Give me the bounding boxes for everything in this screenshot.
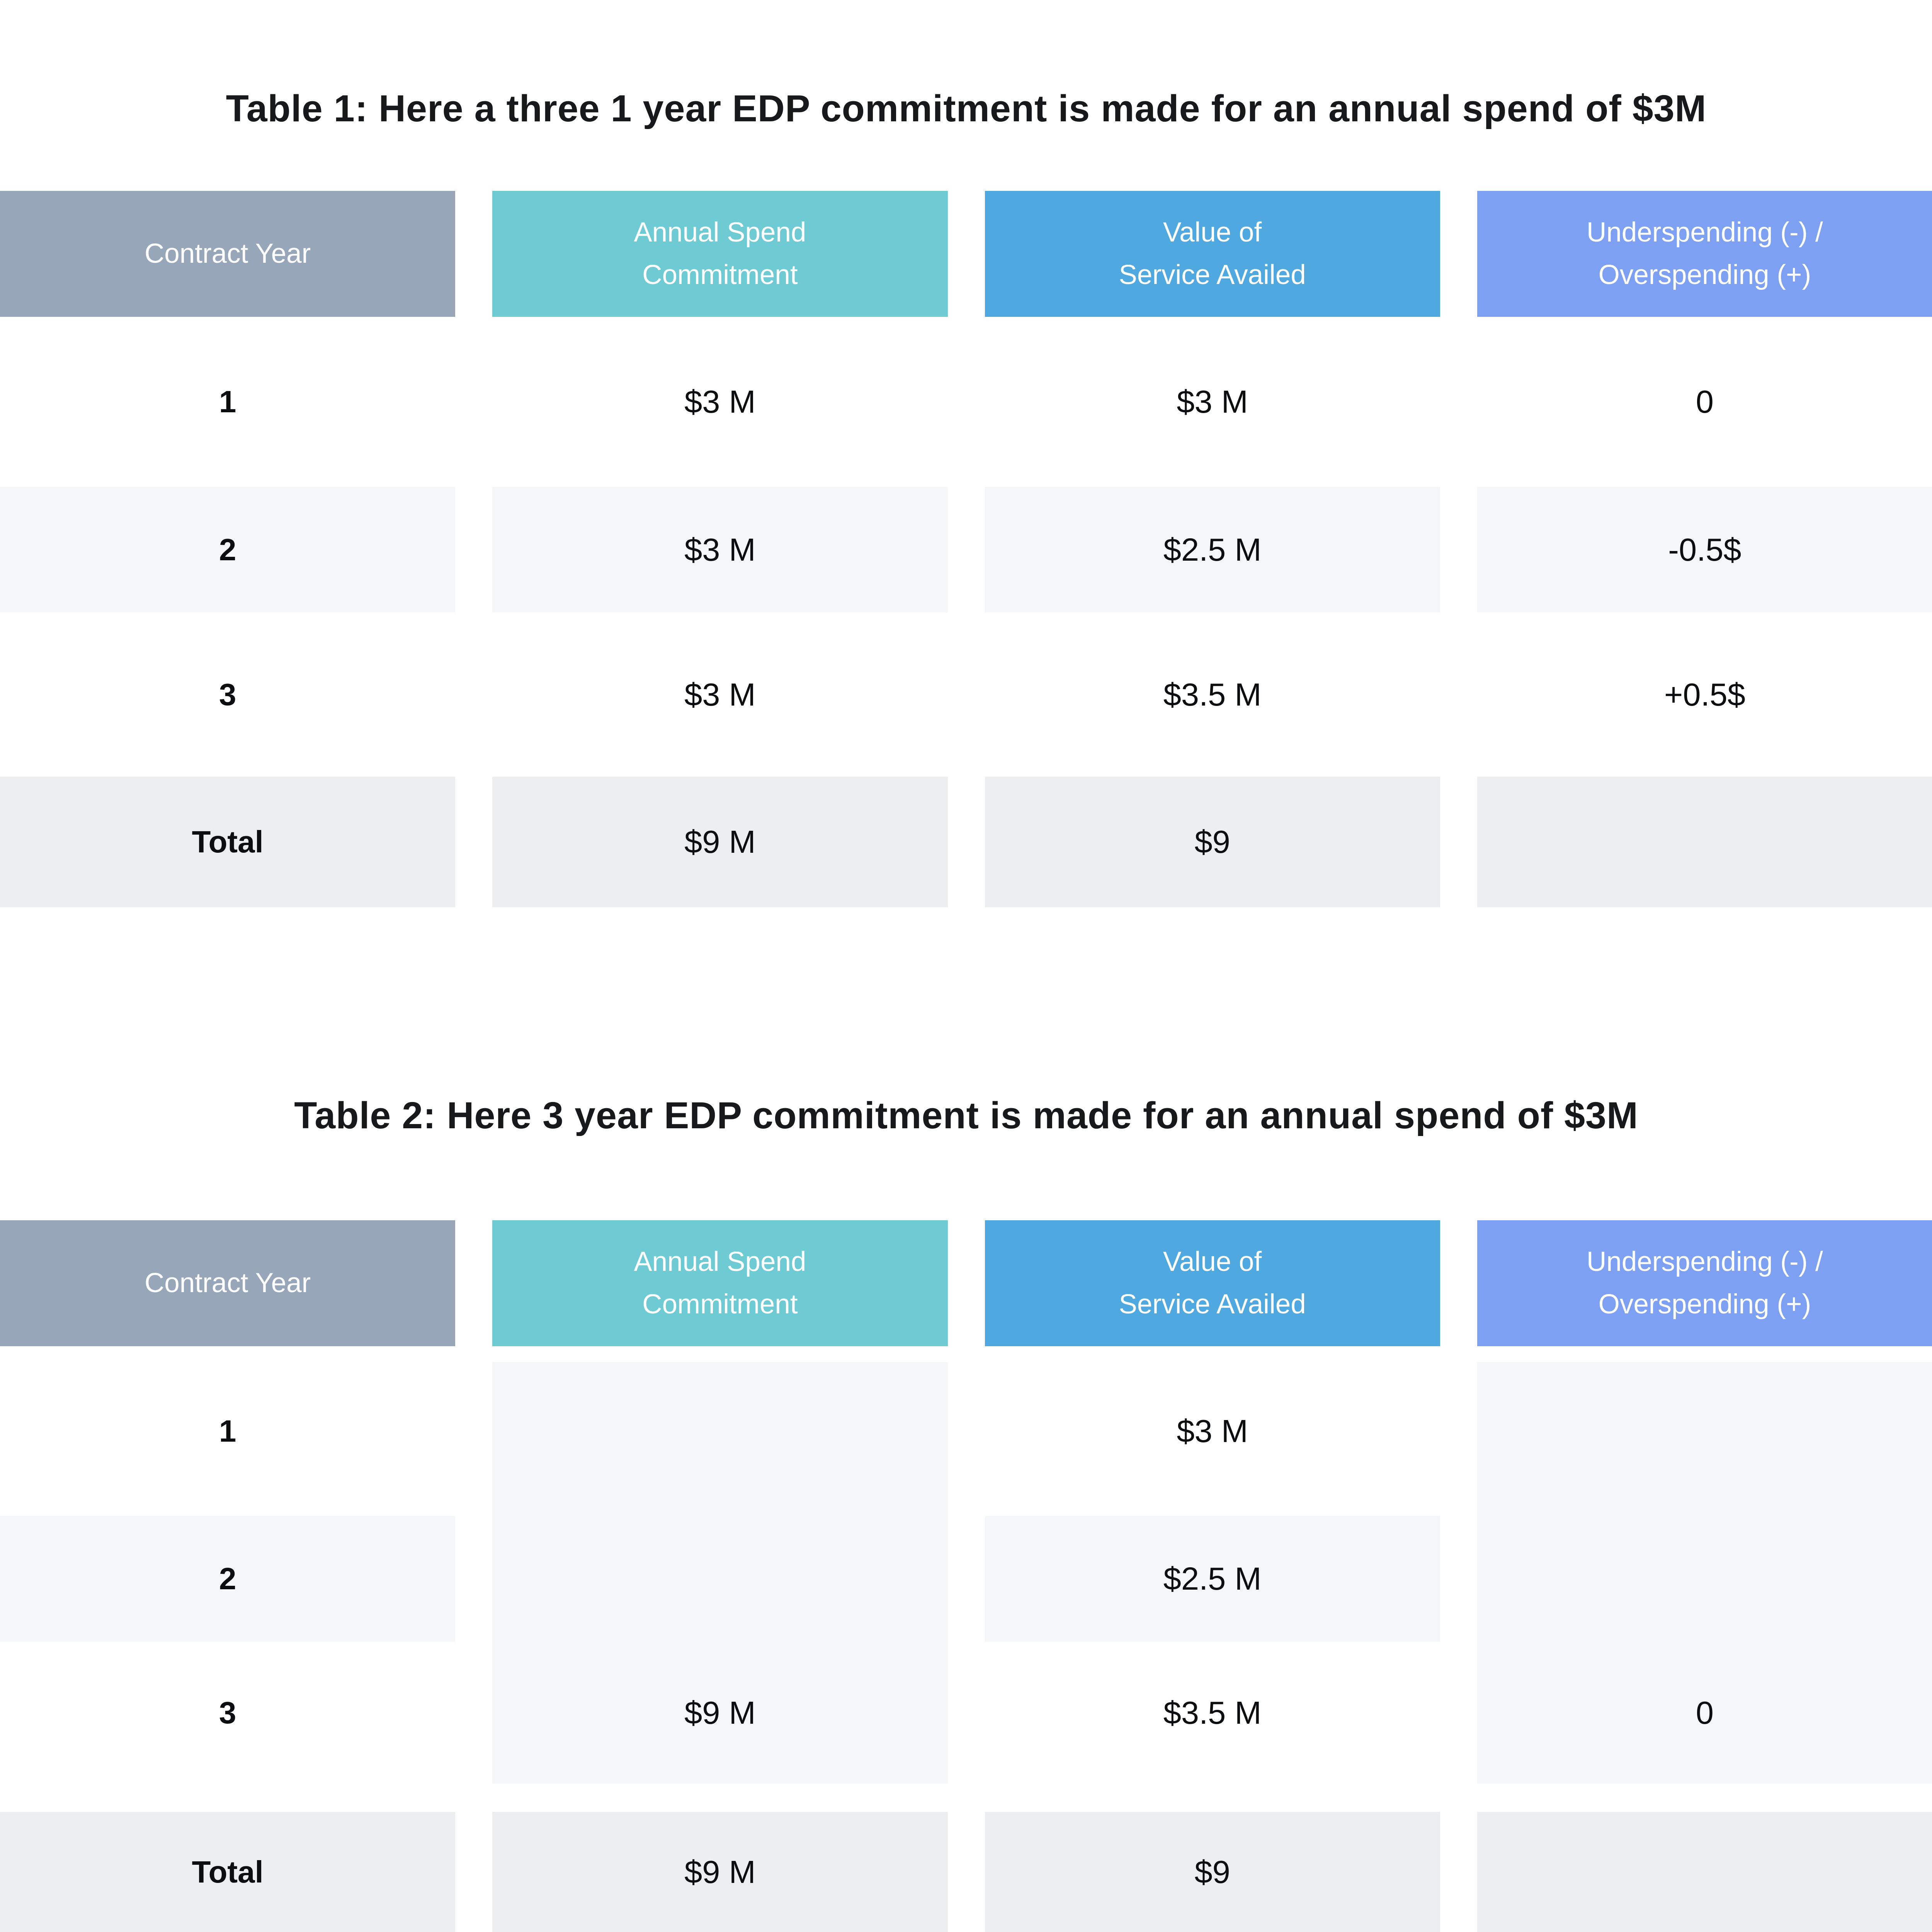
t1-total-commitment: $9 M bbox=[492, 777, 948, 907]
t2-row3-value: $3.5 M bbox=[1163, 1694, 1262, 1731]
t2-header-value-of-service: Value of Service Availed bbox=[985, 1220, 1440, 1346]
header-line: Overspending (+) bbox=[1598, 260, 1811, 290]
t2-delta-merged-value: 0 bbox=[1696, 1694, 1714, 1731]
t2-row1-year: 1 bbox=[219, 1413, 236, 1448]
t1-header-under-overspending: Underspending (-) / Overspending (+) bbox=[1477, 191, 1932, 317]
t1-total-delta bbox=[1477, 777, 1932, 907]
header-line: Service Availed bbox=[1119, 260, 1306, 290]
t2-commitment-merged-value: $9 M bbox=[684, 1694, 756, 1731]
t1-row1-delta: 0 bbox=[1696, 384, 1714, 420]
header-line: Annual Spend bbox=[634, 217, 806, 248]
t1-row2-value: $2.5 M bbox=[985, 487, 1440, 612]
t2-header-annual-spend-commitment: Annual Spend Commitment bbox=[492, 1220, 948, 1346]
t2-total-delta bbox=[1477, 1812, 1932, 1932]
header-line: Contract Year bbox=[145, 238, 311, 269]
header-line: Overspending (+) bbox=[1598, 1289, 1811, 1320]
t1-row1-year: 1 bbox=[219, 384, 236, 419]
t1-row3-year: 3 bbox=[219, 677, 236, 712]
t1-row3-delta: +0.5$ bbox=[1664, 676, 1745, 713]
header-line: Underspending (-) / bbox=[1587, 1247, 1823, 1277]
t1-row2-year: 2 bbox=[0, 487, 456, 612]
t1-row2-commitment: $3 M bbox=[492, 487, 948, 612]
t2-delta-merged-cell: 0 bbox=[1477, 1362, 1932, 1784]
t1-total-value: $9 bbox=[985, 777, 1440, 907]
t2-row1-value: $3 M bbox=[1177, 1413, 1248, 1449]
header-line: Commitment bbox=[642, 1289, 798, 1320]
t2-header-under-overspending: Underspending (-) / Overspending (+) bbox=[1477, 1220, 1932, 1346]
t1-row1-value: $3 M bbox=[1177, 384, 1248, 420]
t2-header-contract-year: Contract Year bbox=[0, 1220, 456, 1346]
t1-row3-commitment: $3 M bbox=[684, 676, 756, 713]
t2-total-value: $9 bbox=[985, 1812, 1440, 1932]
t2-commitment-merged-cell: $9 M bbox=[492, 1362, 948, 1784]
table1-title: Table 1: Here a three 1 year EDP commitm… bbox=[226, 87, 1707, 129]
table2: Contract Year Annual Spend Commitment Va… bbox=[0, 1220, 1932, 1932]
t2-row3-year: 3 bbox=[219, 1695, 236, 1730]
t1-header-contract-year: Contract Year bbox=[0, 191, 456, 317]
header-line: Service Availed bbox=[1119, 1289, 1306, 1320]
t1-header-annual-spend-commitment: Annual Spend Commitment bbox=[492, 191, 948, 317]
t2-total-commitment: $9 M bbox=[492, 1812, 948, 1932]
t2-total-label: Total bbox=[0, 1812, 456, 1932]
header-line: Annual Spend bbox=[634, 1247, 806, 1277]
header-line: Underspending (-) / bbox=[1587, 217, 1823, 248]
header-line: Contract Year bbox=[145, 1268, 311, 1298]
t1-row3-value: $3.5 M bbox=[1163, 676, 1262, 713]
t1-total-label: Total bbox=[0, 777, 456, 907]
table2-title: Table 2: Here 3 year EDP commitment is m… bbox=[294, 1094, 1638, 1136]
table1: Contract Year Annual Spend Commitment Va… bbox=[0, 191, 1932, 907]
t2-row2-year: 2 bbox=[0, 1516, 456, 1642]
header-line: Value of bbox=[1163, 217, 1262, 248]
t2-row2-value: $2.5 M bbox=[985, 1516, 1440, 1642]
header-line: Value of bbox=[1163, 1247, 1262, 1277]
header-line: Commitment bbox=[642, 260, 798, 290]
t1-row2-delta: -0.5$ bbox=[1477, 487, 1932, 612]
t1-header-value-of-service: Value of Service Availed bbox=[985, 191, 1440, 317]
t1-row1-commitment: $3 M bbox=[684, 384, 756, 420]
